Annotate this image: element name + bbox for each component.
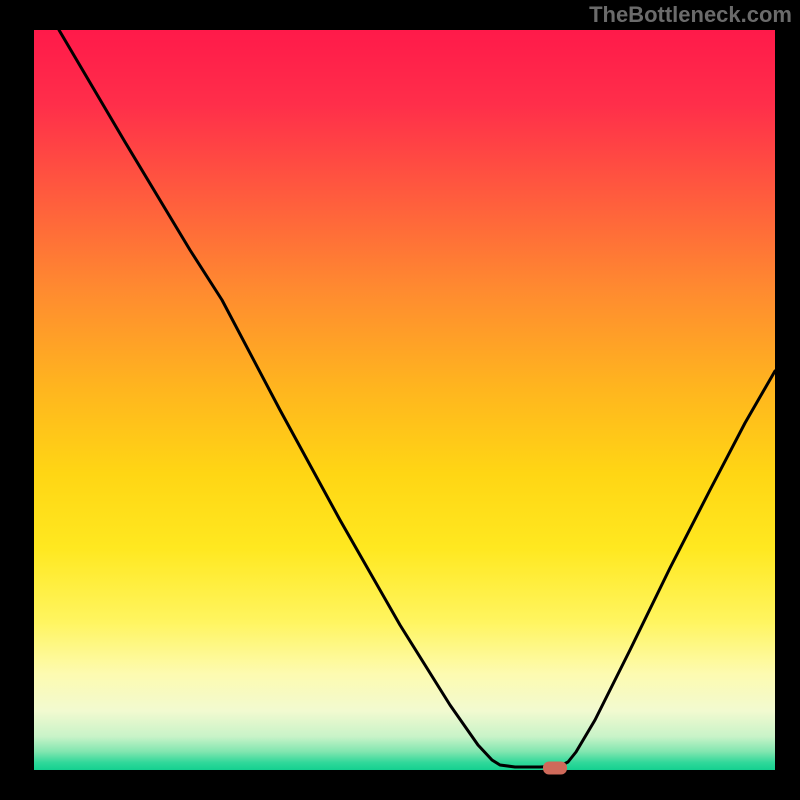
plot-area xyxy=(34,30,775,770)
bottleneck-chart: TheBottleneck.com xyxy=(0,0,800,800)
watermark-text: TheBottleneck.com xyxy=(589,2,792,28)
optimal-point-marker xyxy=(543,762,567,775)
chart-svg xyxy=(0,0,800,800)
